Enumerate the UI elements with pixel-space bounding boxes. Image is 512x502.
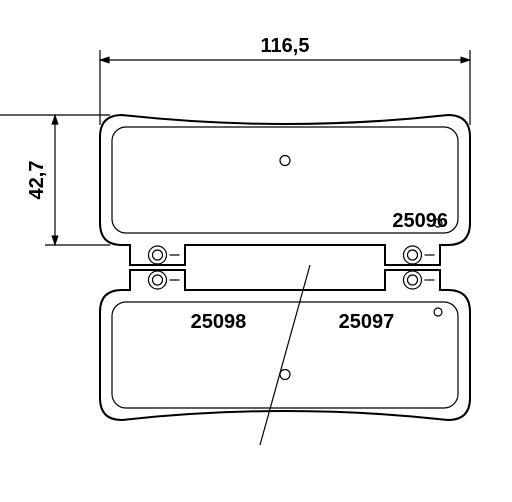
part-number-bottom-right: 25097: [339, 311, 395, 333]
brake-pad-top: [100, 115, 470, 265]
part-number-top: 25096: [392, 210, 448, 232]
part-number-bottom-left: 25098: [191, 311, 247, 333]
brake-pad-bottom: [100, 265, 470, 445]
width-dimension-label: 116,5: [261, 35, 310, 57]
height-dimension-label: 42,7: [26, 161, 48, 200]
